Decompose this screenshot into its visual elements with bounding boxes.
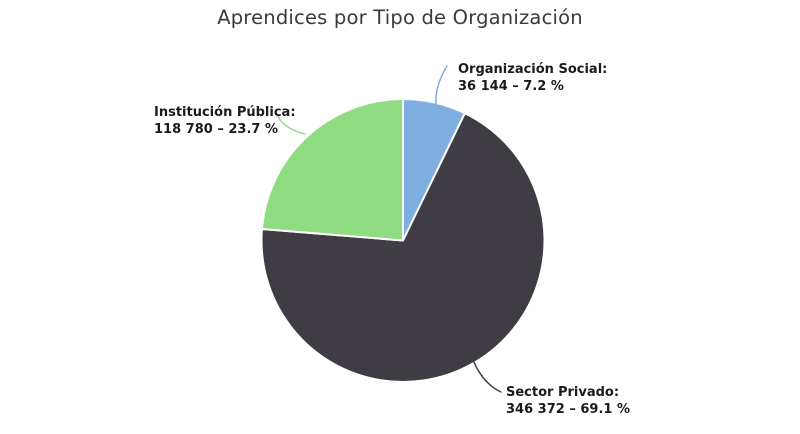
- leader-line-organizacion-social: [435, 65, 448, 105]
- chart-title: Aprendices por Tipo de Organización: [217, 6, 583, 29]
- slice-label-name: Institución Pública:: [154, 105, 296, 120]
- slice-label-value: 36 144 – 7.2 %: [458, 79, 564, 94]
- slice-label-value: 118 780 – 23.7 %: [154, 122, 278, 137]
- slice-label-institucion-publica: Institución Pública: 118 780 – 23.7 %: [154, 104, 296, 138]
- pie-slice-institucion-publica: [260, 98, 404, 242]
- pie-slices: [260, 98, 546, 383]
- slice-label-sector-privado: Sector Privado: 346 372 – 69.1 %: [506, 384, 630, 418]
- leader-line-institucion-publica: [276, 113, 306, 135]
- slice-label-organizacion-social: Organización Social: 36 144 – 7.2 %: [458, 61, 607, 95]
- pie-slice-sector-privado: [260, 112, 546, 383]
- slice-label-name: Sector Privado:: [506, 385, 620, 400]
- leader-line-sector-privado: [472, 359, 502, 393]
- slice-label-name: Organización Social:: [458, 62, 608, 77]
- slice-label-value: 346 372 – 69.1 %: [506, 402, 630, 417]
